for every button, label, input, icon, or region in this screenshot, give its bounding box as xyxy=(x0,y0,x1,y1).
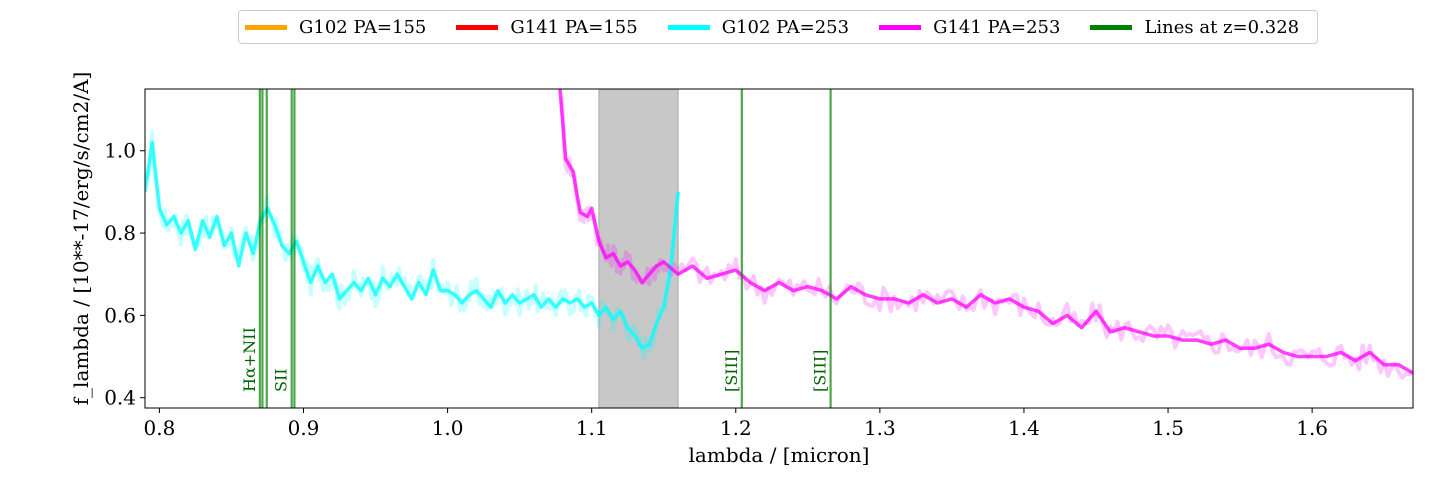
legend-label-g102-pa155: G102 PA=155 xyxy=(299,16,427,38)
legend-swatch-g102-pa155 xyxy=(245,24,287,30)
legend-label-g102-pa253: G102 PA=253 xyxy=(721,16,850,38)
series-noise-1 xyxy=(559,96,1413,380)
y-axis-label: f_lambda / [10**-17/erg/s/cm2/A] xyxy=(69,72,93,406)
plot-frame xyxy=(144,88,1414,409)
x-tick-label-5: 1.3 xyxy=(864,416,896,440)
emission-line-label-2: [SIII] xyxy=(722,350,741,392)
legend-label-lines: Lines at z=0.328 xyxy=(1144,16,1300,38)
x-tick-label-4: 1.2 xyxy=(720,416,752,440)
x-tick-label-8: 1.6 xyxy=(1296,416,1328,440)
series-noise-0 xyxy=(145,130,681,361)
x-tick-label-2: 1.0 xyxy=(432,416,464,440)
x-tick-label-1: 0.9 xyxy=(288,416,320,440)
chart-legend: G102 PA=155 G141 PA=155 G102 PA=253 G141… xyxy=(238,10,1318,44)
y-tick-label-3: 1.0 xyxy=(104,139,136,163)
x-axis-label: lambda / [micron] xyxy=(689,443,870,467)
legend-item-g102-pa253: G102 PA=253 xyxy=(667,16,850,38)
x-tick-label-7: 1.5 xyxy=(1152,416,1184,440)
legend-item-g141-pa253: G141 PA=253 xyxy=(879,17,1060,38)
emission-line-label-1: SII xyxy=(272,368,291,392)
legend-label-g141-pa253: G141 PA=253 xyxy=(933,16,1061,38)
emission-line-label-3: [SIII] xyxy=(811,350,830,392)
legend-swatch-g141-pa253 xyxy=(879,24,922,30)
legend-item-g141-pa155: G141 PA=155 xyxy=(456,16,638,38)
legend-item-g102-pa155: G102 PA=155 xyxy=(245,17,426,38)
y-tick-label-1: 0.6 xyxy=(104,303,136,327)
x-tick-label-6: 1.4 xyxy=(1008,416,1040,440)
series-line-1 xyxy=(558,89,1413,375)
legend-swatch-lines xyxy=(1090,24,1133,30)
x-tick-label-3: 1.1 xyxy=(576,416,608,440)
legend-swatch-g141-pa155 xyxy=(456,24,499,30)
legend-swatch-g102-pa253 xyxy=(667,24,710,30)
shaded-region xyxy=(598,89,679,408)
emission-line-label-0: Hα+NII xyxy=(240,327,259,392)
x-tick-label-0: 0.8 xyxy=(144,416,176,440)
y-tick-label-2: 0.8 xyxy=(104,221,136,245)
legend-label-g141-pa155: G141 PA=155 xyxy=(510,16,638,38)
legend-item-lines: Lines at z=0.328 xyxy=(1090,17,1299,38)
plot-area xyxy=(145,89,1413,408)
y-tick-label-0: 0.4 xyxy=(104,386,136,410)
